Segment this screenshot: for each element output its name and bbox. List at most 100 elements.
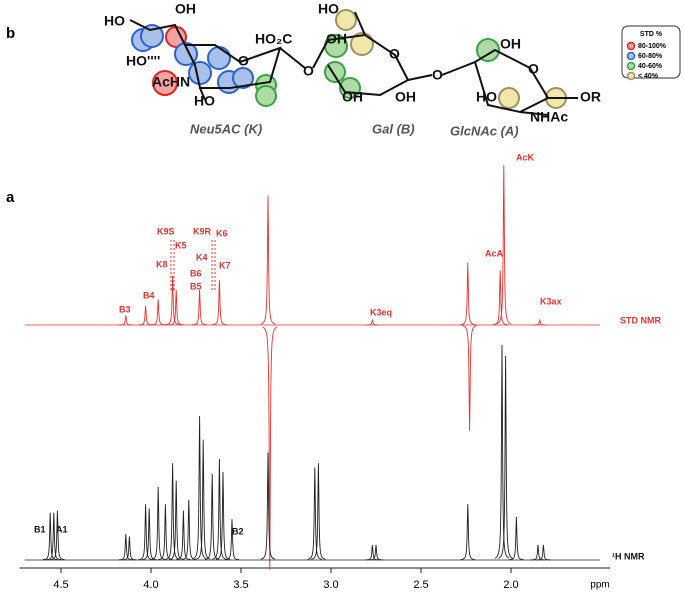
peak-label: B6 xyxy=(190,268,202,278)
peak xyxy=(122,536,137,561)
structure-bonds xyxy=(129,11,578,116)
peak xyxy=(311,463,326,560)
residue-label: GlcNAc (A) xyxy=(450,123,519,138)
peak xyxy=(138,504,153,561)
peak xyxy=(260,452,276,560)
peak xyxy=(365,544,380,561)
peak-label: B4 xyxy=(143,290,155,300)
legend-label: 40-60% xyxy=(638,63,663,70)
legend-title: STD % xyxy=(640,31,663,38)
peak-label: B3 xyxy=(119,304,131,314)
legend-label: < 40% xyxy=(638,73,659,80)
peak-label: K8 xyxy=(156,259,168,269)
x-tick-label: 3.5 xyxy=(233,579,248,591)
peak xyxy=(260,195,276,325)
peak-label: B2 xyxy=(232,526,244,536)
atom-label: OH xyxy=(342,89,363,105)
peak xyxy=(460,262,476,325)
peak xyxy=(168,480,184,560)
peak-label: AcK xyxy=(516,152,535,162)
std-circles xyxy=(131,9,567,109)
peak xyxy=(224,519,240,561)
peak-label: K6 xyxy=(216,228,228,238)
atom-label: O xyxy=(303,63,314,79)
peak xyxy=(460,504,476,561)
peak xyxy=(462,325,477,431)
peak xyxy=(181,499,197,560)
atom-label: HO xyxy=(194,93,215,109)
legend-swatch xyxy=(626,41,636,51)
atom-label: AcHN xyxy=(152,74,190,90)
peak-label: K3eq xyxy=(370,307,392,317)
atom-label: O xyxy=(238,53,249,69)
peak xyxy=(50,510,65,561)
peak-label: K4 xyxy=(196,252,208,262)
peak xyxy=(150,486,166,560)
peak-label: K3ax xyxy=(540,296,562,306)
peak xyxy=(496,164,512,325)
atom-label: HO₂C xyxy=(255,31,292,47)
peak xyxy=(368,544,384,561)
series-label: ¹H NMR xyxy=(612,551,645,561)
peak xyxy=(365,318,380,326)
peak xyxy=(536,544,551,561)
atom-label: NHAc xyxy=(530,109,568,125)
atom-label: O xyxy=(389,46,400,62)
peak-label: B5 xyxy=(190,281,202,291)
peak xyxy=(46,512,62,561)
peak xyxy=(141,508,157,561)
peak xyxy=(494,344,510,559)
peak xyxy=(532,318,547,326)
peak xyxy=(530,544,546,561)
atom-label: HO xyxy=(104,13,125,29)
peak xyxy=(165,275,180,326)
atom-label: HO'''' xyxy=(126,53,160,69)
peak xyxy=(492,270,508,326)
panel-label: b xyxy=(6,25,15,42)
peak-label: K7 xyxy=(219,260,231,270)
peak-label: K9R xyxy=(193,226,212,236)
x-tick-label: 2.5 xyxy=(413,579,428,591)
series-label: STD NMR xyxy=(620,315,661,325)
x-tick-label: 4.5 xyxy=(53,579,68,591)
peak xyxy=(138,305,153,326)
peak-label: K5 xyxy=(175,240,187,250)
atom-label: OH xyxy=(395,89,416,105)
peak xyxy=(307,467,323,560)
peak xyxy=(165,463,180,560)
peak xyxy=(212,458,227,560)
peak-label: AcA xyxy=(485,248,504,258)
peak xyxy=(118,315,134,326)
atom-label: O xyxy=(432,67,443,83)
atom-label: OR xyxy=(580,89,601,105)
residue-label: Neu5AC (K) xyxy=(190,121,262,136)
legend-swatch xyxy=(626,61,636,71)
peak xyxy=(509,516,524,561)
peak xyxy=(204,473,220,560)
peak xyxy=(192,415,207,560)
peak xyxy=(168,289,184,326)
peak xyxy=(42,512,58,561)
peak xyxy=(215,471,231,560)
residue-label: Gal (B) xyxy=(372,121,415,136)
peak-label: K9S xyxy=(157,226,175,236)
legend-swatch xyxy=(626,71,636,81)
structure-labels: HO OH HO'''' HO₂C O AcHN HO O HO OH O O … xyxy=(104,1,601,139)
x-axis-label: ppm xyxy=(590,580,609,591)
peak-label: A1 xyxy=(56,524,68,534)
atom-label: HO xyxy=(476,89,497,105)
peak-annotations: K9S K5 K8 K9R K4 K6 K7 B6 B5 B4 B3 K3eq … xyxy=(34,152,562,536)
peak-label: B1 xyxy=(34,524,46,534)
x-tick-label: 2.0 xyxy=(503,579,518,591)
x-tick-label: 3.0 xyxy=(323,579,338,591)
legend-label: 60-80% xyxy=(638,53,663,60)
atom-label: HO xyxy=(318,1,339,17)
peak xyxy=(262,326,278,570)
legend-label: 80-100% xyxy=(638,43,667,50)
legend: STD % 80-100% 60-80% 40-60% < 40% xyxy=(621,25,681,81)
peak xyxy=(498,355,513,559)
atom-label: OH xyxy=(175,1,196,17)
atom-label: OH xyxy=(500,36,521,52)
peak xyxy=(212,280,227,326)
